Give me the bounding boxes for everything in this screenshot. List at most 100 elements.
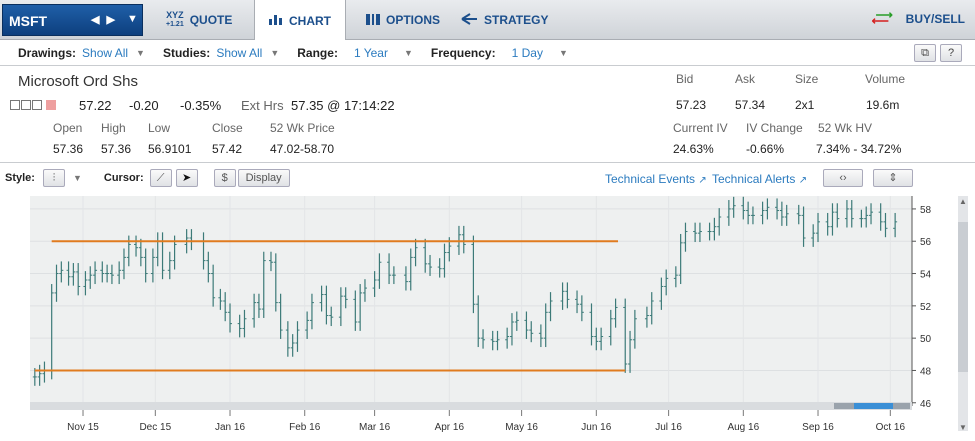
ohlc-bar — [560, 282, 565, 310]
color-swatch-icon[interactable] — [46, 100, 57, 110]
alert-icon[interactable] — [21, 100, 31, 110]
ohlc-bar — [278, 293, 283, 339]
x-tick-label: Nov 15 — [67, 422, 99, 433]
symbol-nav-arrows-icon[interactable]: ◀ ▶ — [91, 14, 117, 26]
draw-line-icon[interactable]: ⟋ — [149, 169, 172, 187]
ohlc-bar — [760, 201, 765, 225]
ohlc-bar — [717, 208, 722, 236]
display-button[interactable]: Display — [237, 169, 290, 187]
ohlc-bar — [93, 261, 98, 285]
range-select[interactable]: 1 Year — [353, 45, 388, 60]
ohlc-bar — [76, 263, 81, 296]
drawings-select[interactable]: Show All — [82, 45, 129, 60]
ohlc-bar — [338, 287, 343, 327]
scroll-right-handle[interactable] — [893, 403, 910, 409]
ohlc-bar — [712, 217, 717, 241]
x-tick-label: Sep 16 — [802, 422, 834, 433]
x-tick-label: Jul 16 — [655, 422, 682, 433]
price-chart[interactable]: 46 48 50 52 54 56 58 Nov 15 Dec 15 Jan 16 Feb 16 M… — [0, 192, 975, 441]
scrollbar-thumb[interactable] — [854, 403, 910, 409]
ohlc-bar — [66, 261, 71, 286]
ohlc-bar — [726, 200, 731, 226]
help-button[interactable]: ? — [940, 44, 962, 62]
high-value: 57.36 — [101, 142, 132, 156]
tab-chart[interactable]: CHART — [254, 0, 346, 41]
symbol-selector[interactable]: MSFT ◀ ▶ ▼ — [2, 4, 143, 36]
ohlc-bar — [509, 313, 514, 346]
ohlc-bar — [343, 287, 348, 309]
ohlc-bar — [613, 298, 618, 328]
xyz-icon-sub: +1.21 — [166, 21, 184, 28]
ohlc-bar — [697, 222, 702, 243]
expand-horizontal-icon[interactable]: ‹› — [823, 169, 863, 187]
ohlc-bar — [505, 327, 510, 349]
ohlc-bar — [150, 248, 155, 283]
ohlc-bar — [100, 261, 105, 283]
ohlc-bar — [565, 282, 570, 309]
ohlc-bar — [285, 321, 290, 357]
buy-sell-button[interactable]: ⟶ ⟵ BUY/SELL — [871, 8, 965, 28]
scroll-up-icon[interactable]: ▲ — [959, 197, 967, 206]
ohlc-bar — [362, 279, 367, 302]
strategy-icon — [460, 12, 478, 28]
iv-change-value: -0.66% — [746, 142, 785, 156]
ohlc-bar — [538, 324, 543, 348]
ohlc-bar — [358, 284, 363, 331]
ohlc-bar — [273, 253, 278, 312]
tab-strategy[interactable]: STRATEGY — [446, 0, 562, 40]
scroll-left-handle[interactable] — [834, 403, 854, 409]
ohlc-bar — [37, 364, 42, 386]
ohlc-bar — [228, 303, 233, 333]
ohlc-bar — [211, 264, 216, 307]
ohlc-bar — [268, 251, 273, 272]
frequency-select[interactable]: 1 Day — [511, 45, 543, 60]
technical-events-link[interactable]: Technical Events ↗ — [605, 172, 707, 186]
chevron-down-icon[interactable]: ▼ — [270, 47, 280, 58]
ohlc-bar — [644, 306, 649, 328]
style-ohlc-icon[interactable]: ⫶ — [42, 169, 65, 187]
ohlc-bar — [319, 285, 324, 312]
expand-vertical-icon[interactable]: ⇕ — [873, 169, 913, 187]
ohlc-bar — [765, 198, 770, 220]
ohlc-bar — [741, 196, 746, 220]
popout-icon[interactable]: ⧉ — [914, 44, 936, 62]
ohlc-bar — [59, 261, 64, 283]
vertical-scroll-thumb[interactable] — [958, 222, 968, 372]
ohlc-bar — [835, 203, 840, 228]
style-label: Style: — [5, 172, 35, 184]
ohlc-bar — [83, 271, 88, 296]
buy-sell-arrows-icon: ⟶ ⟵ — [871, 8, 893, 28]
price-change-pct: -0.35% — [180, 98, 222, 113]
tab-quote[interactable]: XYZ +1.21 QUOTE — [152, 0, 246, 40]
tab-options[interactable]: OPTIONS — [352, 0, 454, 40]
wk-hv-label: 52 Wk HV — [818, 121, 873, 135]
buy-sell-label: BUY/SELL — [905, 12, 965, 26]
y-tick-label: 46 — [920, 399, 932, 410]
ohlc-bar — [543, 303, 548, 348]
wk-hv-value: 7.34% - 34.72% — [816, 142, 902, 156]
chevron-down-icon[interactable]: ▼ — [558, 47, 568, 58]
ext-hours-label: Ext Hrs — [241, 98, 284, 113]
ohlc-bar — [372, 271, 377, 297]
close-label: Close — [212, 121, 243, 135]
studies-select[interactable]: Show All — [216, 45, 263, 60]
ohlc-bar — [242, 309, 247, 338]
ohlc-bar — [678, 233, 683, 285]
tab-chart-label: CHART — [289, 13, 331, 28]
chevron-down-icon[interactable]: ▼ — [127, 13, 138, 25]
chevron-down-icon[interactable]: ▼ — [72, 173, 82, 183]
collapse-icon[interactable] — [10, 100, 20, 110]
chart-scrollbar[interactable] — [30, 402, 912, 410]
ohlc-bar — [290, 334, 295, 357]
technical-alerts-link[interactable]: Technical Alerts ↗ — [712, 172, 807, 186]
ohlc-bar — [869, 203, 874, 225]
ohlc-bar — [413, 238, 418, 267]
chevron-down-icon[interactable]: ▼ — [136, 47, 145, 58]
watchlist-icon[interactable] — [32, 100, 42, 110]
scroll-down-icon[interactable]: ▼ — [959, 423, 967, 432]
dollar-button[interactable]: $ — [213, 169, 236, 187]
chevron-down-icon[interactable]: ▼ — [403, 47, 413, 58]
pointer-icon[interactable]: ➤ — [175, 169, 198, 187]
ext-hours-value: 57.35 @ 17:14:22 — [291, 98, 395, 113]
